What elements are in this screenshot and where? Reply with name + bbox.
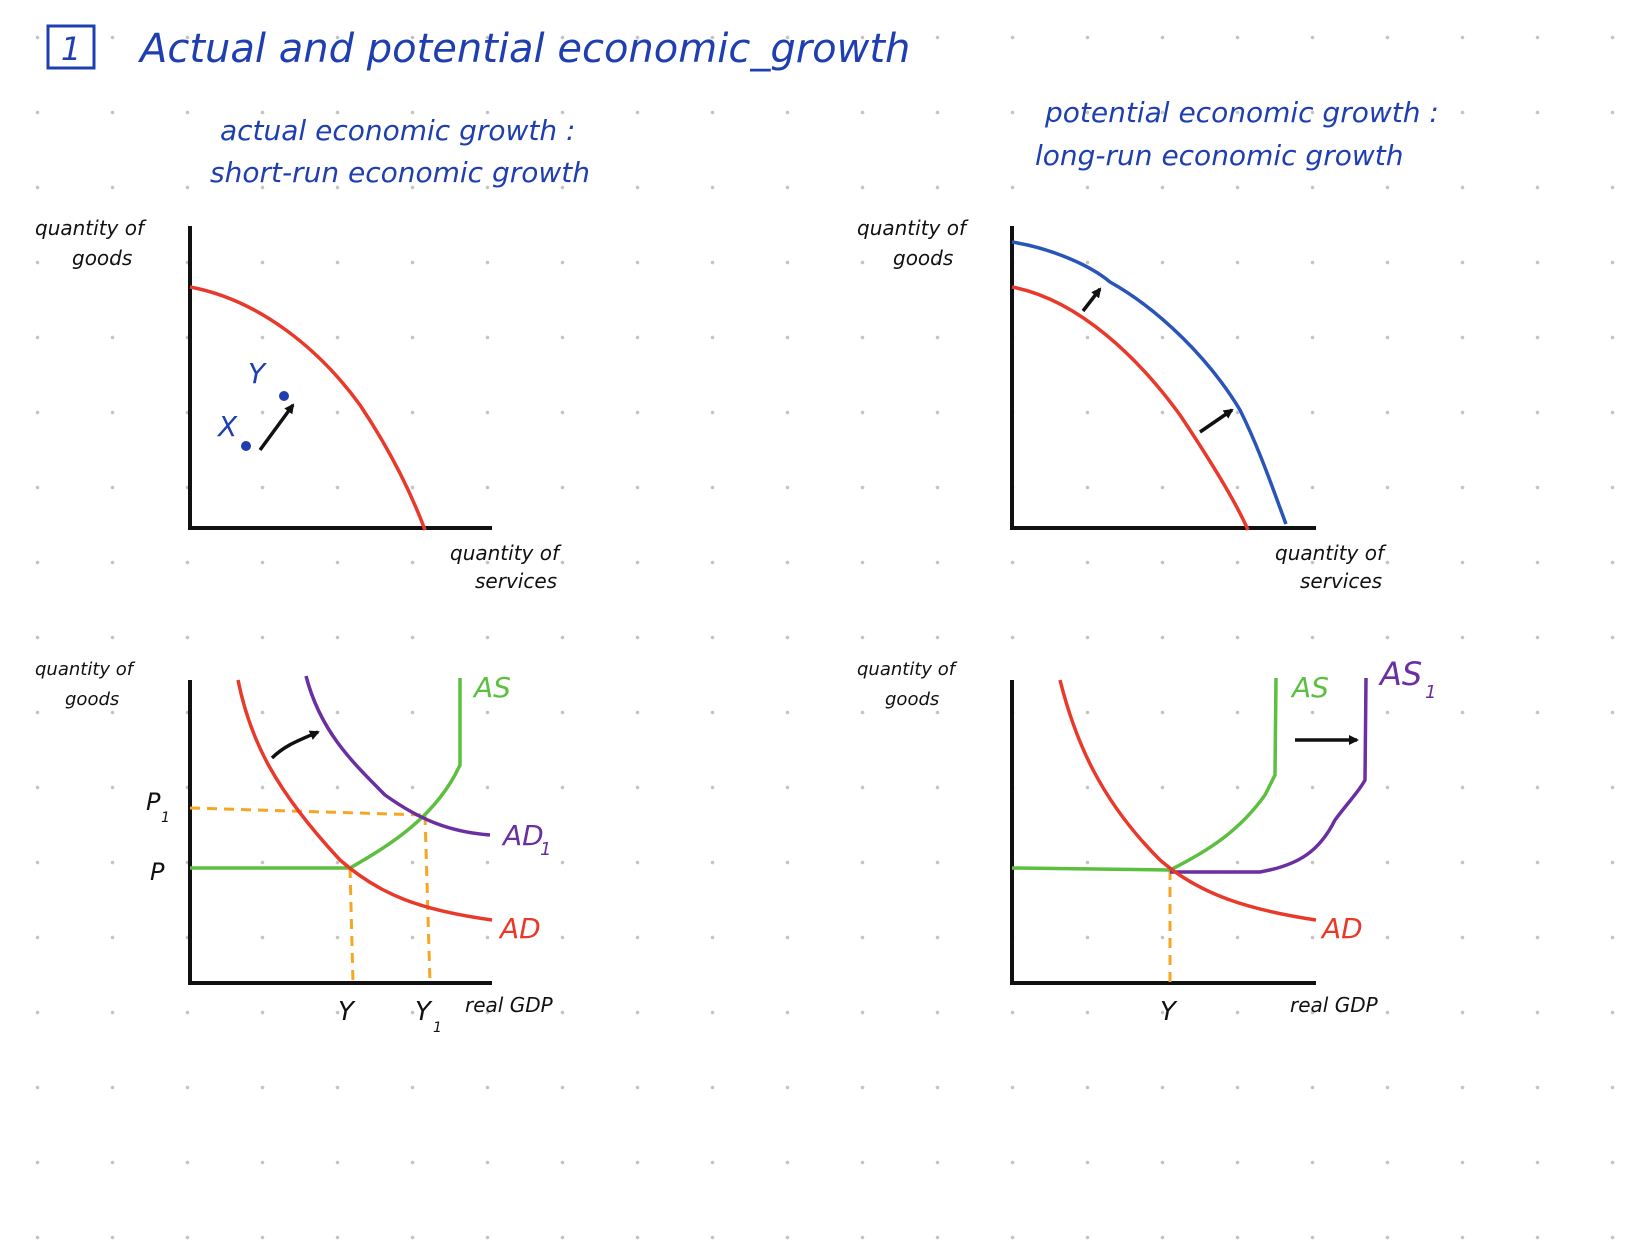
left-ad-label: AD [498, 912, 541, 945]
left-ppf-curve [189, 285, 427, 531]
right-adas-y-label-2: goods [885, 689, 939, 710]
left-ppf-y-label-1: quantity of [35, 216, 147, 240]
left-y1-tick: Y [415, 997, 433, 1027]
y-guide-line [348, 867, 355, 984]
left-y1-subscript: 1 [433, 1020, 442, 1036]
right-title-line1: potential economic growth : [1044, 96, 1439, 129]
right-panel-title: potential economic growth : long-run eco… [1035, 96, 1439, 172]
p1-guide-line [189, 806, 426, 817]
right-ppf-x-label-2: services [1300, 569, 1382, 593]
heading-number: 1 [61, 30, 81, 68]
left-p-label: P [150, 858, 165, 886]
left-ppf-y-label-2: goods [72, 246, 132, 270]
left-adas-y-label-1: quantity of [35, 659, 136, 680]
left-ppf-diagram: quantity of goods quantity of services X… [35, 216, 562, 593]
left-adas-y-label-2: goods [65, 689, 119, 710]
left-ppf-x-label-1: quantity of [450, 541, 562, 565]
left-as-curve [190, 678, 462, 870]
right-as1-curve [1170, 677, 1368, 874]
right-ppf-y-label-2: goods [893, 246, 953, 270]
left-p1-subscript: 1 [161, 810, 170, 826]
left-p1-label: P [146, 788, 161, 816]
right-ppf-x-label-1: quantity of [1275, 541, 1387, 565]
right-ad-label: AD [1320, 912, 1363, 945]
right-ppf-y-label-1: quantity of [857, 216, 969, 240]
right-adas-y-label-1: quantity of [857, 659, 958, 680]
ppf-shift-arrow-upper [1081, 287, 1102, 313]
left-title-line2: short-run economic growth [210, 156, 590, 189]
ad-shift-arrow [270, 730, 320, 760]
right-adas-diagram: quantity of goods real GDP AS AS 1 AD Y [857, 655, 1436, 1027]
right-title-line2: long-run economic growth [1035, 139, 1403, 172]
ppf-shift-arrow-lower [1199, 408, 1234, 434]
right-as1-label: AS [1378, 655, 1422, 693]
left-panel-title: actual economic growth : short-run econo… [210, 114, 590, 189]
left-ad1-curve [304, 675, 491, 837]
heading-title: Actual and potential economic_growth [137, 26, 910, 72]
left-ad1-label: AD [501, 819, 544, 852]
right-y-tick: Y [1160, 997, 1178, 1027]
left-y-tick: Y [338, 997, 356, 1027]
left-as-label: AS [472, 671, 511, 704]
right-adas-x-label: real GDP [1290, 993, 1379, 1017]
point-y-label: Y [248, 357, 267, 390]
point-x-label: X [216, 410, 238, 443]
right-ad-curve [1058, 679, 1317, 922]
y1-guide-line [423, 814, 432, 984]
right-ppf-shifted-curve [1011, 240, 1288, 525]
right-as1-subscript: 1 [1425, 682, 1436, 703]
right-ppf-original-curve [1011, 285, 1250, 531]
right-ppf-diagram: quantity of goods quantity of services [857, 216, 1387, 593]
left-adas-diagram: quantity of goods real GDP AS AD AD 1 P … [35, 659, 554, 1036]
right-as-curve [1011, 677, 1278, 872]
left-ppf-x-label-2: services [475, 569, 557, 593]
x-to-y-arrow [258, 403, 295, 452]
left-ad1-subscript: 1 [540, 839, 551, 860]
page-heading: 1 Actual and potential economic_growth [46, 24, 910, 72]
point-y-dot [279, 391, 289, 401]
left-title-line1: actual economic growth : [220, 114, 575, 147]
left-adas-x-label: real GDP [465, 993, 554, 1017]
right-as-label: AS [1290, 671, 1329, 704]
left-ad-curve [236, 679, 493, 922]
point-x-dot [241, 441, 251, 451]
heading-number-box [46, 24, 96, 70]
